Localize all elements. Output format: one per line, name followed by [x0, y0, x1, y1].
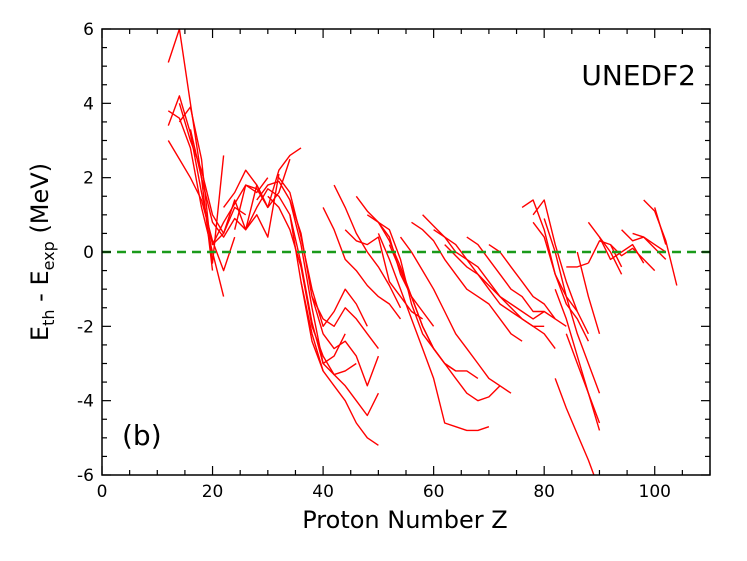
- series-line-chain-10: [234, 147, 302, 230]
- series-line-chain-17: [300, 281, 379, 446]
- series-line-chain-09: [223, 158, 291, 209]
- series-line-chain-29: [422, 214, 545, 327]
- y-axis-title-sub-exp: exp: [39, 241, 58, 270]
- series-line-chain-39: [554, 378, 595, 475]
- x-tick-label: 80: [533, 482, 555, 502]
- y-tick-label: -4: [77, 392, 94, 412]
- series-line-chain-41: [576, 251, 601, 335]
- y-tick-label: -6: [77, 466, 94, 486]
- y-axis-title-unit: (MeV): [26, 163, 54, 241]
- y-tick-label: 2: [83, 169, 94, 189]
- series-line-chain-30: [433, 229, 545, 320]
- y-axis-title: Eth - Eexp (MeV): [26, 163, 58, 341]
- series-line-chain-20: [333, 184, 402, 309]
- y-tick-label: 4: [83, 94, 94, 114]
- series-line-chain-33: [488, 244, 567, 327]
- series-line-chain-37: [543, 218, 601, 394]
- series-line-chain-25: [377, 233, 490, 432]
- series-line-chain-38: [554, 288, 601, 431]
- series-line-chain-11: [245, 188, 324, 372]
- series-line-chain-16: [289, 214, 380, 417]
- series-line-chain-24: [378, 221, 479, 379]
- x-tick-label: 0: [97, 482, 108, 502]
- series-line-chain-31: [444, 244, 556, 350]
- series-line-chain-28: [411, 221, 523, 342]
- x-tick-label: 40: [312, 482, 334, 502]
- plot-area: [102, 29, 710, 475]
- y-tick-label: 6: [83, 20, 94, 40]
- model-annotation: UNEDF2: [581, 59, 696, 92]
- x-tick-label: 100: [639, 482, 671, 502]
- series-line-chain-15: [289, 199, 380, 387]
- series-line-chain-19: [322, 207, 402, 320]
- series-line-chain-07: [189, 129, 269, 238]
- series-line-chain-46: [632, 232, 667, 260]
- series-line-chain-27: [399, 236, 512, 394]
- series-line-chain-49: [587, 221, 623, 275]
- series-line-chain-03: [167, 110, 225, 297]
- series-line-chain-43: [598, 236, 645, 264]
- series-line-chain-05: [178, 103, 247, 235]
- series-group: [102, 29, 710, 475]
- series-line-chain-26: [388, 244, 501, 402]
- panel-label: (b): [122, 419, 162, 452]
- series-line-chain-34: [521, 199, 578, 312]
- series-line-chain-50: [566, 262, 589, 268]
- x-tick-label: 60: [423, 482, 445, 502]
- plot-frame: [101, 28, 711, 476]
- series-line-chain-04: [167, 140, 236, 272]
- series-line-chain-14: [278, 177, 368, 327]
- x-tick-label: 20: [202, 482, 224, 502]
- series-line-chain-40: [565, 333, 601, 424]
- y-tick-label: -2: [77, 317, 94, 337]
- series-line-chain-13: [267, 195, 357, 376]
- y-axis-title-mid: - E: [26, 270, 54, 309]
- y-tick-label: 0: [83, 243, 94, 263]
- series-line-chain-45: [621, 229, 667, 253]
- series-line-chain-12: [256, 180, 346, 365]
- series-line-chain-48: [654, 207, 667, 245]
- series-line-chain-21: [344, 229, 423, 320]
- y-axis-title-main: E: [26, 326, 54, 341]
- series-line-chain-32: [466, 236, 556, 320]
- series-line-chain-36: [532, 221, 590, 342]
- series-line-chain-18: [311, 296, 379, 350]
- y-axis-title-sub-th: th: [39, 309, 58, 325]
- x-axis-title: Proton Number Z: [302, 506, 508, 534]
- y-axis-ticks: -6 -4 -2 0 2 4 6: [77, 20, 710, 486]
- series-line-chain-35: [532, 199, 590, 335]
- x-axis-ticks: 0 20 40 60 80 100: [97, 29, 711, 502]
